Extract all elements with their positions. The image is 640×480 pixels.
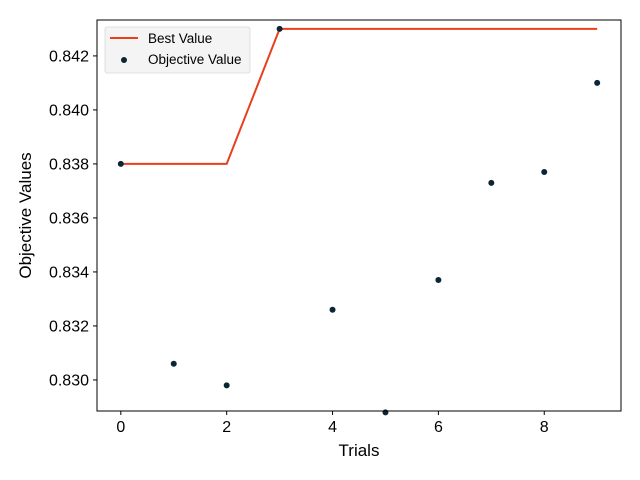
objective-value-point (488, 179, 495, 186)
plot-area (97, 20, 621, 411)
x-tick-label: 6 (434, 419, 443, 436)
x-tick-label: 8 (540, 419, 549, 436)
objective-value-point (435, 277, 442, 284)
y-tick-label: 0.832 (49, 318, 89, 335)
objective-value-point (541, 169, 548, 176)
legend: Best Value Objective Value (104, 26, 251, 74)
objective-value-point (382, 409, 389, 416)
y-axis-label: Objective Values (16, 152, 35, 278)
x-axis-label: Trials (339, 441, 380, 460)
objective-value-point (223, 382, 230, 389)
x-tick-label: 4 (328, 419, 337, 436)
best-value-line (120, 27, 598, 165)
y-tick-label: 0.840 (49, 102, 89, 119)
y-tick-label: 0.834 (49, 264, 89, 281)
legend-objective-value-swatch (121, 57, 127, 63)
objective-value-point (117, 160, 124, 167)
y-tick-label: 0.836 (49, 210, 89, 227)
objective-value-point (276, 25, 283, 32)
legend-objective-value-label: Objective Value (148, 52, 242, 67)
x-axis: 0 2 4 6 8 (116, 411, 549, 436)
y-tick-label: 0.830 (49, 372, 89, 389)
x-tick-label: 2 (222, 419, 231, 436)
objective-value-point (594, 79, 601, 86)
legend-best-value-label: Best Value (148, 31, 212, 46)
x-tick-label: 0 (116, 419, 125, 436)
objective-value-point (329, 306, 336, 313)
series-layer (117, 25, 601, 416)
y-axis: 0.830 0.832 0.834 0.836 0.838 0.840 0.842 (49, 48, 97, 389)
y-tick-label: 0.838 (49, 156, 89, 173)
plot-background (97, 20, 621, 411)
y-tick-label: 0.842 (49, 48, 89, 65)
objective-value-point (170, 360, 177, 367)
plot-frame (96, 19, 622, 412)
legend-box (104, 26, 251, 74)
